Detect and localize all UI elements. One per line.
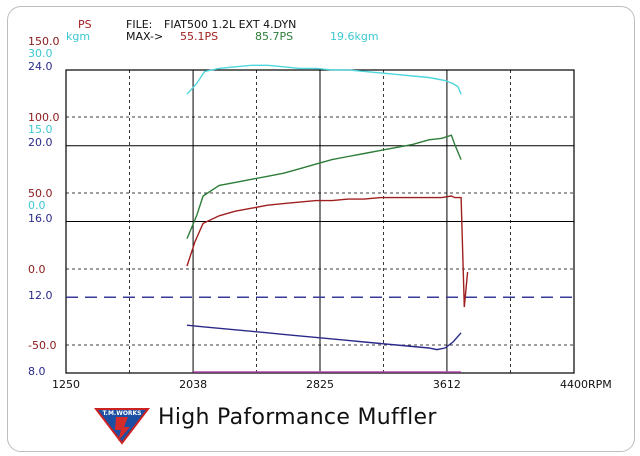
series-line-2 xyxy=(186,195,469,308)
aux-tick-20: 20.0 xyxy=(28,136,53,149)
unit-kgm-label: kgm xyxy=(66,30,90,43)
x-tick-label: 3612 xyxy=(433,378,461,391)
chart-caption: High Paformance Muffler xyxy=(158,405,437,430)
kgm-tick-30: 30.0 xyxy=(28,47,53,60)
x-tick-label: 4400 xyxy=(560,378,588,391)
ps-tick-100: 100.0 xyxy=(28,111,60,124)
x-tick-label: 2038 xyxy=(179,378,207,391)
plot-series xyxy=(186,64,469,351)
ps-tick-0: 0.0 xyxy=(28,263,46,276)
aux-tick-12: 12.0 xyxy=(28,289,53,302)
ps-tick-50: 50.0 xyxy=(28,187,53,200)
series-line-3 xyxy=(186,324,462,351)
file-name: FIAT500 1.2L EXT 4.DYN xyxy=(164,18,296,31)
x-axis-ticks: 1250 2038 2825 3612 4400 xyxy=(52,378,588,391)
x-tick-label: 1250 xyxy=(52,378,80,391)
unit-ps-label: PS xyxy=(78,18,92,31)
aux-tick-8: 8.0 xyxy=(28,365,46,378)
aux-tick-24: 24.0 xyxy=(28,60,53,73)
series-line-0 xyxy=(186,64,462,95)
x-axis-label: RPM xyxy=(588,378,612,391)
ps-tick-minus50: -50.0 xyxy=(28,339,56,352)
kgm-tick-15: 15.0 xyxy=(28,123,53,136)
max-label: MAX-> xyxy=(126,30,163,43)
max-ps-value: 55.1PS xyxy=(180,30,218,43)
max-kgm-value: 19.6kgm xyxy=(330,30,379,43)
kgm-tick-0: 0.0 xyxy=(28,199,46,212)
file-label: FILE: xyxy=(126,18,152,31)
logo-text: T.M.WORKS xyxy=(102,410,141,417)
series-line-1 xyxy=(186,134,462,239)
tmworks-logo: T.M.WORKS xyxy=(94,408,150,445)
max-ps2-value: 85.7PS xyxy=(255,30,293,43)
plot-grid xyxy=(65,69,575,374)
aux-tick-16: 16.0 xyxy=(28,212,53,225)
ps-tick-150: 150.0 xyxy=(28,35,60,48)
chart-frame xyxy=(7,6,635,452)
x-tick-label: 2825 xyxy=(306,378,334,391)
